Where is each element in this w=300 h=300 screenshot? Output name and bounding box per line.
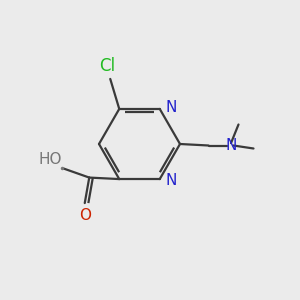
Text: Cl: Cl (99, 57, 115, 75)
Text: O: O (79, 208, 91, 224)
Text: HO: HO (39, 152, 62, 167)
Text: N: N (165, 173, 176, 188)
Text: N: N (225, 138, 237, 153)
Text: N: N (165, 100, 176, 115)
